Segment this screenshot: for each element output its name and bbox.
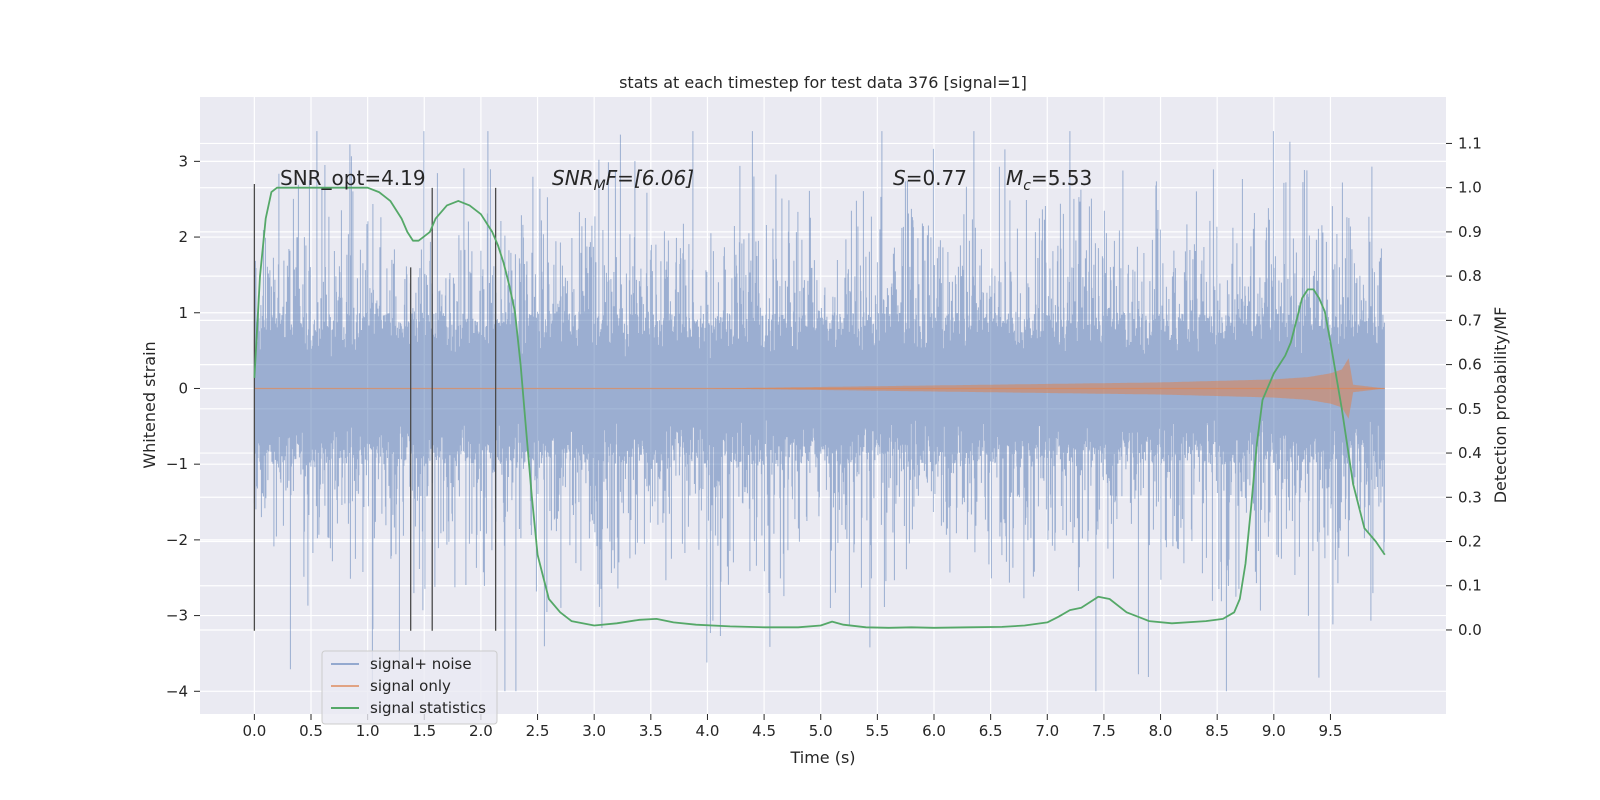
x-tick-label-7: 3.5 bbox=[639, 722, 663, 740]
x-tick-label-6: 3.0 bbox=[582, 722, 606, 740]
x-tick-label-11: 5.5 bbox=[865, 722, 889, 740]
x-tick-label-5: 2.5 bbox=[526, 722, 550, 740]
y-axis-ticks: −4 −3 −2 −1 0 1 2 3 bbox=[166, 152, 200, 700]
x-tick-label-15: 7.5 bbox=[1092, 722, 1116, 740]
y-axis-label: Whitened strain bbox=[140, 341, 159, 468]
x-tick-label-14: 7.0 bbox=[1035, 722, 1059, 740]
legend-box bbox=[321, 650, 498, 725]
y-tick-label-6: 2 bbox=[178, 228, 188, 246]
legend-label-signal-statistics: signal statistics bbox=[370, 699, 486, 717]
y2-tick-label-6: 0.6 bbox=[1458, 356, 1482, 374]
legend-label-signal-noise: signal+ noise bbox=[370, 655, 472, 673]
y2-tick-label-8: 0.8 bbox=[1458, 267, 1482, 285]
y2-tick-label-1: 0.1 bbox=[1458, 577, 1482, 595]
y-tick-label-5: 1 bbox=[178, 304, 188, 322]
x-axis-label: Time (s) bbox=[789, 748, 855, 767]
signal-statistics-series bbox=[253, 186, 1386, 629]
y2-tick-label-0: 0.0 bbox=[1458, 621, 1482, 639]
x-tick-label-10: 5.0 bbox=[809, 722, 833, 740]
s-annotation: S=0.77 bbox=[893, 166, 967, 190]
x-tick-label-2: 1.0 bbox=[356, 722, 380, 740]
x-tick-label-12: 6.0 bbox=[922, 722, 946, 740]
x-axis-ticks: 0.0 0.5 1.0 1.5 2.0 2.5 3.0 3.5 4.0 4.5 5.0 5.5 6.0 6… bbox=[242, 714, 1342, 740]
y-tick-label-3: −1 bbox=[166, 455, 188, 473]
signal-only-series bbox=[254, 358, 1385, 419]
snr-opt-annotation: SNR_opt=4.19 bbox=[280, 166, 426, 190]
x-tick-label-0: 0.0 bbox=[242, 722, 266, 740]
x-tick-label-4: 2.0 bbox=[469, 722, 493, 740]
y2-tick-label-11: 1.1 bbox=[1458, 134, 1482, 152]
y-tick-label-2: −2 bbox=[166, 531, 188, 549]
y2-tick-label-2: 0.2 bbox=[1458, 533, 1482, 551]
chart-title: stats at each timestep for test data 376… bbox=[619, 73, 1027, 92]
y2-tick-label-9: 0.9 bbox=[1458, 223, 1482, 241]
y2-axis-ticks: 0.0 0.1 0.2 0.3 0.4 0.5 0.6 0.7 0.8 0.9 1.0 1.1 bbox=[1446, 134, 1482, 639]
x-tick-label-8: 4.0 bbox=[696, 722, 720, 740]
mc-annotation: Mc=5.53 bbox=[1006, 166, 1092, 194]
y2-tick-label-5: 0.5 bbox=[1458, 400, 1482, 418]
x-tick-label-9: 4.5 bbox=[752, 722, 776, 740]
y2-tick-label-10: 1.0 bbox=[1458, 179, 1482, 197]
y2-tick-label-7: 0.7 bbox=[1458, 311, 1482, 329]
y2-tick-label-3: 0.3 bbox=[1458, 488, 1482, 506]
y-tick-label-0: −4 bbox=[166, 682, 188, 700]
y-tick-label-7: 3 bbox=[178, 152, 188, 170]
x-tick-label-1: 0.5 bbox=[299, 722, 323, 740]
x-tick-label-16: 8.0 bbox=[1149, 722, 1173, 740]
x-tick-label-13: 6.5 bbox=[979, 722, 1003, 740]
snr-mf-annotation: SNRMF=[6.06] bbox=[552, 166, 694, 194]
y2-axis-label: Detection probability/MF bbox=[1491, 307, 1510, 504]
x-tick-label-19: 9.5 bbox=[1319, 722, 1343, 740]
event-markers bbox=[253, 184, 497, 631]
x-tick-label-18: 9.0 bbox=[1262, 722, 1286, 740]
y-tick-label-4: 0 bbox=[178, 379, 188, 397]
y2-tick-label-4: 0.4 bbox=[1458, 444, 1482, 462]
legend-label-signal-only: signal only bbox=[370, 677, 451, 695]
legend: signal+ noise signal only signal statist… bbox=[321, 650, 498, 725]
x-tick-label-17: 8.5 bbox=[1205, 722, 1229, 740]
y-tick-label-1: −3 bbox=[166, 607, 188, 625]
signal-statistics-line bbox=[253, 186, 1386, 629]
x-tick-label-3: 1.5 bbox=[412, 722, 436, 740]
